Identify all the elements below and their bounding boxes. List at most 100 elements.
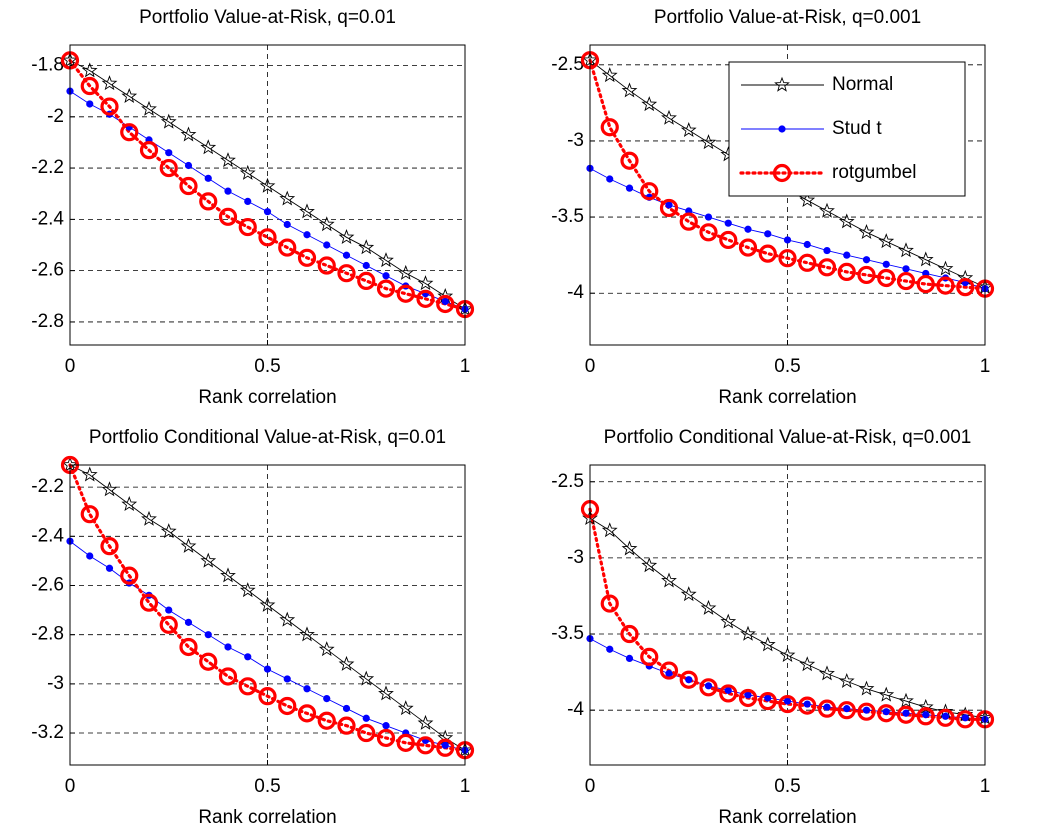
x-tick-label: 0 [585, 356, 596, 377]
x-tick-label: 0.5 [774, 776, 800, 797]
subplot: Portfolio Value-at-Risk, q=0.01 Rank corr… [31, 7, 475, 408]
star-marker [680, 586, 697, 602]
dot-marker [744, 691, 752, 699]
dot-marker [283, 220, 291, 229]
circle-marker [659, 198, 679, 218]
circle-marker [772, 163, 792, 183]
circle-marker [416, 289, 435, 308]
circle-marker [337, 264, 356, 283]
star-marker [661, 572, 677, 588]
star-marker [239, 582, 256, 598]
dot-marker [764, 694, 772, 702]
circle-marker [376, 279, 396, 298]
circle-marker [738, 688, 758, 708]
dot-marker [184, 618, 193, 626]
star-marker [338, 655, 355, 671]
star-marker [200, 139, 217, 155]
dot-marker [783, 236, 792, 244]
dot-marker [303, 685, 311, 693]
star-marker [774, 76, 790, 92]
star-marker [601, 67, 618, 83]
axes-box [69, 44, 466, 346]
dot-marker [204, 174, 212, 182]
x-tick-label: 0.5 [254, 776, 280, 797]
circle-marker [376, 728, 396, 748]
subplot: Portfolio Conditional Value-at-Risk, q=0… [31, 427, 475, 828]
series-line [69, 59, 466, 310]
star-marker [180, 537, 197, 553]
circle-marker [640, 647, 659, 666]
dot-marker [224, 643, 232, 651]
star-marker [141, 100, 157, 116]
star-marker [898, 692, 914, 708]
dot-marker [862, 256, 871, 264]
y-tick-label: -3 [47, 673, 64, 694]
dot-marker [685, 676, 693, 684]
circle-marker [817, 699, 837, 718]
circle-marker [857, 702, 876, 721]
dot-marker [843, 251, 851, 259]
axes-box [589, 44, 986, 346]
circle-marker [956, 278, 975, 297]
dot-marker [625, 184, 634, 192]
dot-marker [244, 197, 252, 206]
circle-marker [857, 265, 876, 285]
y-tick-label: -3 [567, 547, 584, 568]
star-marker [101, 75, 118, 91]
y-tick-label: -3.5 [551, 206, 584, 227]
star-marker [937, 260, 954, 276]
circle-marker [659, 661, 679, 680]
dot-marker [625, 654, 634, 663]
circle-marker [337, 716, 356, 735]
dot-marker [764, 230, 772, 238]
dot-marker [778, 125, 786, 133]
circle-marker [100, 97, 119, 116]
y-tick-label: -3.5 [551, 623, 584, 644]
star-marker [160, 113, 177, 129]
circle-marker [640, 182, 659, 201]
dot-marker [823, 246, 831, 255]
circle-marker [278, 238, 297, 257]
dot-marker [86, 100, 94, 108]
circle-marker [620, 151, 639, 170]
y-tick-label: -2.4 [31, 525, 64, 546]
circle-marker [120, 123, 139, 142]
circle-marker [758, 244, 777, 263]
circle-marker [778, 694, 797, 714]
dot-marker [244, 653, 252, 661]
legend: Normal Stud t rotgumbel [728, 61, 966, 197]
star-marker [819, 665, 835, 681]
dot-marker [922, 711, 930, 719]
y-tick-label: -4 [567, 699, 584, 720]
circle-marker [218, 207, 238, 226]
dot-marker [263, 208, 272, 216]
star-marker [838, 213, 855, 229]
circle-marker [199, 192, 218, 211]
y-tick-label: -2.5 [551, 54, 584, 75]
circle-marker [436, 738, 455, 757]
y-tick-label: -2.2 [31, 157, 64, 178]
star-marker [160, 523, 177, 539]
circle-marker [837, 262, 856, 282]
star-marker [299, 203, 315, 219]
dot-marker [882, 260, 890, 268]
star-marker [318, 641, 335, 657]
star-marker [700, 134, 717, 150]
circle-marker [297, 248, 317, 267]
dot-marker [441, 297, 449, 306]
dot-marker [744, 225, 752, 233]
star-marker [397, 700, 414, 716]
dot-marker [665, 201, 673, 209]
star-marker [338, 229, 355, 245]
dot-marker [362, 261, 370, 270]
star-marker [417, 714, 434, 730]
circle-marker [80, 505, 99, 524]
series-line [69, 464, 466, 751]
star-marker [700, 599, 717, 615]
dot-marker [902, 265, 910, 273]
dot-marker [204, 631, 212, 639]
star-marker [759, 636, 776, 652]
x-tick-label: 0.5 [254, 356, 280, 377]
circle-marker [916, 707, 935, 726]
